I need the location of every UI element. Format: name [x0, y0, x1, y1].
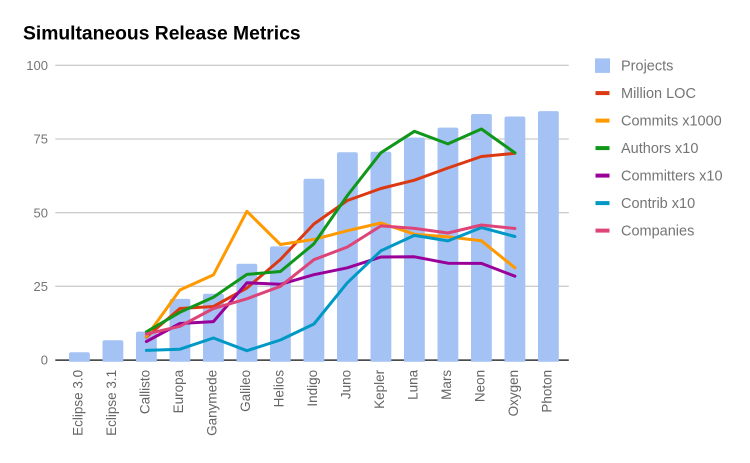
svg-text:Simultaneous Release Metrics: Simultaneous Release Metrics: [23, 24, 301, 45]
svg-text:25: 25: [34, 279, 48, 294]
svg-text:Photon: Photon: [540, 370, 555, 413]
svg-text:100: 100: [26, 58, 48, 73]
svg-text:75: 75: [34, 132, 48, 147]
svg-text:Contrib x10: Contrib x10: [621, 196, 695, 212]
svg-text:Indigo: Indigo: [305, 370, 320, 407]
svg-text:Companies: Companies: [621, 224, 694, 240]
svg-text:Kepler: Kepler: [372, 369, 387, 409]
svg-text:Eclipse 3.0: Eclipse 3.0: [71, 370, 86, 436]
svg-text:Galileo: Galileo: [238, 370, 253, 412]
svg-text:Ganymede: Ganymede: [205, 370, 220, 436]
svg-text:Europa: Europa: [171, 369, 186, 413]
svg-text:Authors x10: Authors x10: [621, 141, 698, 157]
svg-text:Callisto: Callisto: [138, 370, 153, 414]
svg-text:Helios: Helios: [272, 370, 287, 408]
svg-text:Million LOC: Million LOC: [621, 86, 696, 102]
svg-text:Oxygen: Oxygen: [506, 370, 521, 417]
svg-text:50: 50: [34, 205, 48, 220]
svg-text:Committers x10: Committers x10: [621, 169, 723, 185]
svg-text:Projects: Projects: [621, 59, 673, 75]
svg-text:Luna: Luna: [406, 369, 421, 400]
svg-text:Juno: Juno: [339, 370, 354, 399]
svg-text:0: 0: [41, 353, 48, 368]
svg-text:Mars: Mars: [439, 370, 454, 400]
svg-text:Eclipse 3.1: Eclipse 3.1: [104, 370, 119, 436]
svg-text:Neon: Neon: [473, 370, 488, 402]
svg-text:Commits x1000: Commits x1000: [621, 114, 722, 130]
